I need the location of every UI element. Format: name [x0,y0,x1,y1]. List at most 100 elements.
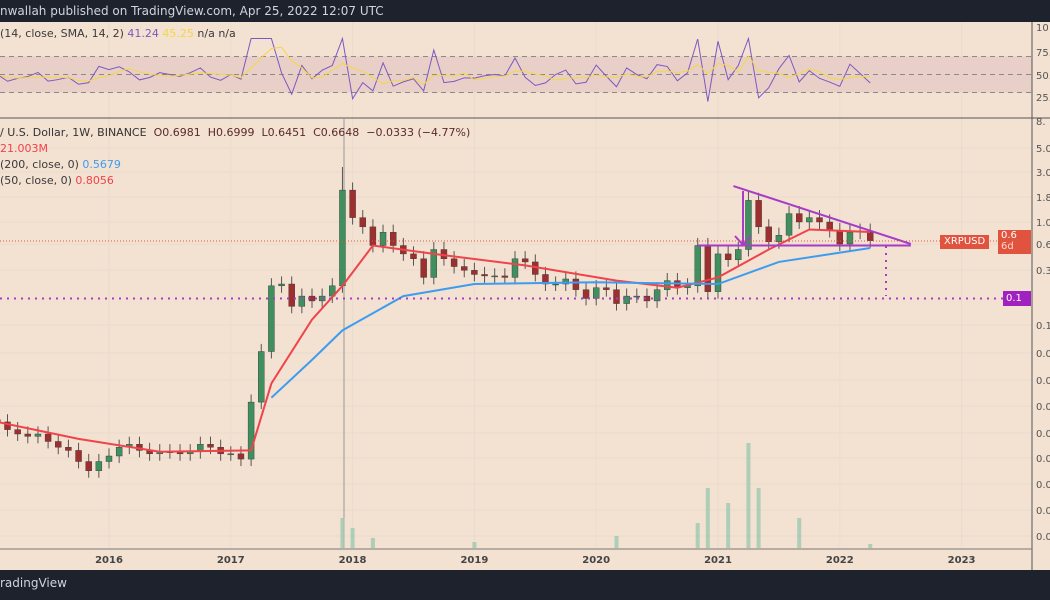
rsi-sma-line [0,46,871,86]
triangle-upper-trendline [733,185,912,245]
rsi-sma-value: 45.25 [162,27,194,40]
candle-body [44,433,52,442]
volume-bar [695,523,700,548]
candle-body [542,274,549,285]
price-chart[interactable]: 2016 2017 2018 2019 2020 2021 2022 2023 8. 5.0 3.0… [0,0,1050,570]
x-tick-label: 2020 [582,555,610,566]
candle-body [390,232,397,246]
rsi-value: 41.24 [127,27,159,40]
rsi-params: (14, close, SMA, 14, 2) [0,27,124,40]
candle-body [501,275,509,278]
y-tick-label: 1.8 [1036,193,1050,204]
ohlc-high: H0.6999 [207,126,255,139]
volume-bar [705,488,710,548]
y-tick-label: 0.0 [1036,349,1050,360]
symbol-info: / U.S. Dollar, 1W, BINANCE [0,126,147,139]
candle-body [278,283,285,287]
y-tick-label: 0.1 [1036,321,1050,332]
x-tick-label: 2019 [460,555,488,566]
ohlc-low: L0.6451 [261,126,307,139]
candle-body [562,278,569,285]
candle-body [4,421,11,430]
candle-body [846,232,854,245]
y-tick-label: 0.0 [1036,506,1050,517]
ma200-legend: (200, close, 0) 0.5679 [0,158,121,171]
volume-bar [756,488,761,548]
ohlc-close: C0.6648 [313,126,360,139]
candle-body [379,232,387,246]
candle-body [349,189,356,218]
rsi-tick-label: 25. [1036,93,1050,104]
x-tick-label: 2017 [217,555,245,566]
y-tick-label: 0.0 [1036,429,1050,440]
symbol-tag: XRPUSD [940,235,990,249]
candle-body [481,274,488,277]
volume-bar [797,518,802,548]
candle-body [237,453,245,460]
candle-body [420,258,427,278]
ma200-line [270,247,871,399]
candle-body [796,213,803,223]
candle-body [450,258,458,267]
y-tick-label: 1.0 [1036,218,1050,229]
candle-body [410,253,417,259]
candle-body [207,444,214,448]
x-tick-label: 2021 [704,555,732,566]
candle-body [34,433,42,437]
countdown: 6d [1001,241,1014,252]
candle-body [745,200,752,250]
x-tick-label: 2023 [948,555,976,566]
candle-body [694,245,701,287]
volume-bar [370,538,375,548]
candle-body [633,295,640,298]
y-tick-label: 5.0 [1036,144,1050,155]
target-tag: 0.1 [1003,291,1031,306]
candle-body [55,441,62,448]
candle-body [714,253,722,292]
candle-body [491,275,498,278]
footer-bar: radingView [0,570,1050,600]
x-tick-label: 2018 [339,555,367,566]
candle-body [24,433,31,437]
candle-body [603,287,610,290]
candle-body [643,295,651,302]
rsi-tick-label: 50. [1036,71,1050,82]
price-tag-value: 0.6 [1001,230,1017,241]
candle-body [14,429,21,435]
rsi-na-1: n/a [197,27,215,40]
rsi-tick-label: 10 [1036,23,1049,34]
y-tick-label: 3.0 [1036,168,1050,179]
rsi-line [0,36,871,102]
y-tick-label: 0.0 [1036,532,1050,543]
candle-body [105,455,113,462]
candle-body [339,189,346,287]
rsi-na-2: n/a [218,27,236,40]
volume-bar [472,542,477,548]
ma200-value: 0.5679 [82,158,121,171]
candle-body [613,289,620,304]
candle-body [755,200,762,228]
rsi-tick-label: 75. [1036,48,1050,59]
candle-body [461,266,468,271]
candle-body [775,235,783,243]
ma50-value: 0.8056 [75,174,114,187]
candle-body [247,401,255,460]
candle-body [593,287,600,299]
candle-body [298,295,306,307]
candle-body [115,447,123,457]
y-tick-label: 0.0 [1036,376,1050,387]
candle-body [572,278,580,290]
candle-body [664,280,671,290]
candle-body [582,289,590,299]
rsi-legend: (14, close, SMA, 14, 2) 41.24 45.25 n/a … [0,27,236,40]
volume-bar [746,443,751,548]
candle-body [653,289,661,302]
candle-body [785,213,793,236]
y-tick-label: 0.3 [1036,266,1050,277]
price-legend: / U.S. Dollar, 1W, BINANCE O0.6981 H0.69… [0,126,470,139]
tradingview-brand: radingView [0,576,67,590]
publisher-text: nwallah published on TradingView.com, Ap… [0,4,384,18]
candle-body [623,295,630,304]
ma50-line [0,228,871,453]
volume-bar [350,528,355,548]
